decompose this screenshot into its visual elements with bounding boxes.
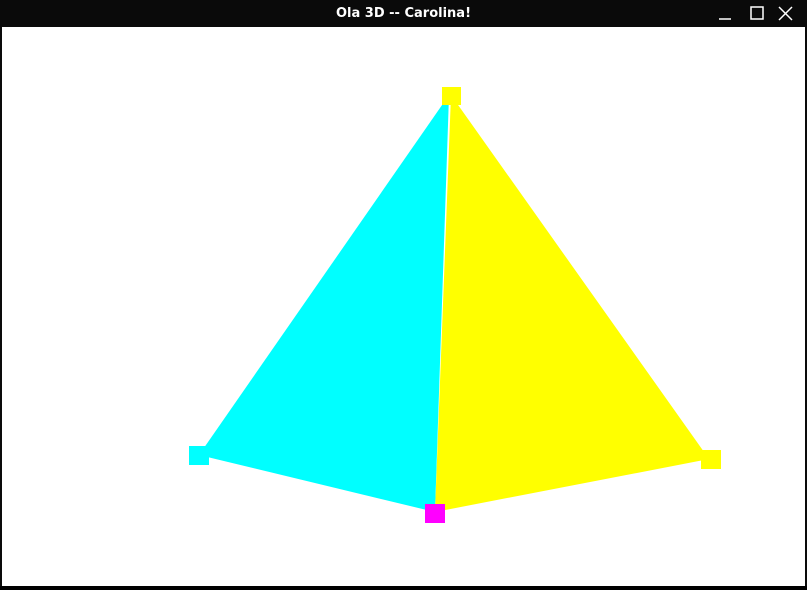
right-face bbox=[435, 95, 709, 512]
front-vertex-marker bbox=[425, 504, 445, 523]
scene-viewport bbox=[189, 87, 721, 523]
minimize-icon bbox=[719, 18, 731, 20]
right-vertex-marker bbox=[701, 450, 721, 469]
window-border-right bbox=[805, 27, 807, 586]
maximize-icon bbox=[750, 6, 764, 20]
left-vertex-marker bbox=[189, 446, 209, 465]
render-canvas[interactable] bbox=[2, 27, 805, 586]
maximize-button[interactable] bbox=[748, 4, 768, 24]
title-bar[interactable]: Ola 3D -- Carolina! bbox=[0, 0, 807, 27]
top-vertex-marker bbox=[442, 87, 461, 105]
close-button[interactable] bbox=[776, 4, 796, 24]
close-icon bbox=[778, 6, 793, 21]
window-title: Ola 3D -- Carolina! bbox=[335, 6, 471, 21]
left-face bbox=[199, 95, 449, 512]
minimize-button[interactable] bbox=[716, 4, 736, 24]
window-border-left bbox=[0, 27, 2, 586]
